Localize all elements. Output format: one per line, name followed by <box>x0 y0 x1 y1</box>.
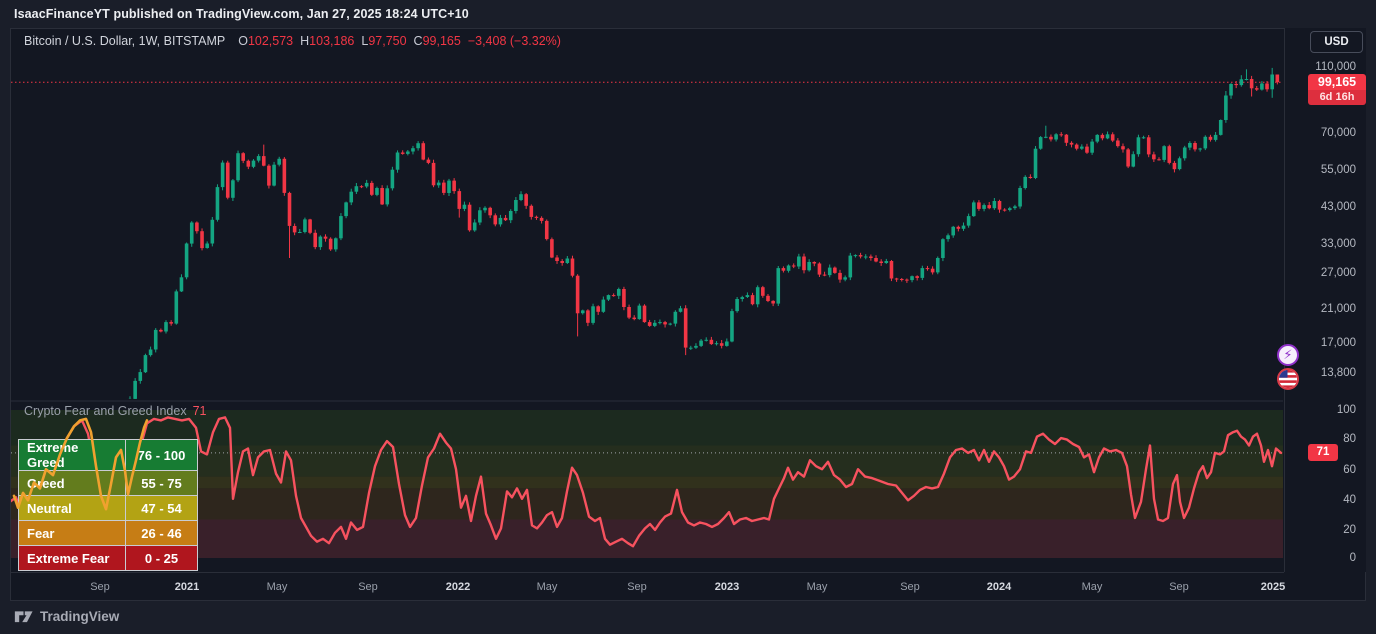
fng-zone-name: Extreme Greed <box>18 439 126 471</box>
axis-tick-label: 55,000 <box>1320 164 1356 176</box>
time-tick-label: 2021 <box>174 581 200 593</box>
fng-legend-row: Neutral 47 - 54 <box>18 495 198 521</box>
time-tick-label: Sep <box>90 581 110 593</box>
axis-tick-label: 60 <box>1343 464 1356 476</box>
ohlc-label: H <box>300 34 310 48</box>
bar-countdown: 6d 16h <box>1308 90 1366 106</box>
time-tick-label: 2025 <box>1260 581 1286 593</box>
tradingview-logo-text: TradingView <box>40 609 120 624</box>
fng-zone-bands <box>11 410 1283 558</box>
fng-legend-row: Fear 26 - 46 <box>18 520 198 546</box>
ohlc-value: 99,165 <box>422 34 461 48</box>
fng-zone-name: Extreme Fear <box>18 545 126 571</box>
boost-lightning-icon[interactable]: ⚡ <box>1277 344 1299 366</box>
axis-tick-label: 17,000 <box>1320 337 1356 349</box>
axis-tick-label: 27,000 <box>1320 267 1356 279</box>
fng-zone-range: 55 - 75 <box>125 470 198 496</box>
time-tick-label: May <box>1081 581 1103 593</box>
currency-toggle-button[interactable]: USD <box>1310 31 1363 53</box>
axis-tick-label: 13,800 <box>1320 367 1356 379</box>
fng-zone-name: Neutral <box>18 495 126 521</box>
time-tick-label: Sep <box>358 581 378 593</box>
fng-legend-table: Extreme Greed 76 - 100 Greed 55 - 75 Neu… <box>18 439 198 571</box>
price-scale[interactable]: 99,165 6d 16h 71 110,000 70,000 55,000 43,0… <box>1284 28 1366 572</box>
candlestick-series <box>11 67 1283 399</box>
time-tick-label: May <box>806 581 828 593</box>
fng-legend-row: Extreme Greed 76 - 100 <box>18 439 198 471</box>
symbol-ohlc-bar: Bitcoin / U.S. Dollar, 1W, BITSTAMP O102,… <box>24 34 561 48</box>
tradingview-logo-icon <box>14 611 33 623</box>
fng-zone-range: 26 - 46 <box>125 520 198 546</box>
time-axis[interactable]: Sep 2021 May Sep 2022 May Sep 2023 May Sep 2024 May… <box>10 572 1286 601</box>
time-tick-label: 2022 <box>445 581 471 593</box>
fng-zone-name: Greed <box>18 470 126 496</box>
footer-bar: TradingView <box>0 601 1376 634</box>
fng-zone-name: Fear <box>18 520 126 546</box>
ohlc-label: O <box>238 34 248 48</box>
axis-tick-label: 20 <box>1343 524 1356 536</box>
fng-title-text: Crypto Fear and Greed Index <box>24 404 187 418</box>
ohlc-value: 97,750 <box>368 34 407 48</box>
last-price-badge: 99,165 6d 16h <box>1308 74 1366 106</box>
ohlc-readout: O102,573 H103,186 L97,750 C99,165 <box>231 34 461 48</box>
fng-value-badge: 71 <box>1308 444 1338 462</box>
time-tick-label: Sep <box>1169 581 1189 593</box>
time-tick-label: 2024 <box>986 581 1012 593</box>
ohlc-label: C <box>413 34 423 48</box>
time-tick-label: Sep <box>627 581 647 593</box>
axis-tick-label: 33,000 <box>1320 238 1356 250</box>
change-readout: −3,408 (−3.32%) <box>467 34 561 48</box>
tradingview-logo[interactable]: TradingView <box>14 608 119 625</box>
axis-tick-label: 40 <box>1343 494 1356 506</box>
axis-tick-label: 100 <box>1336 404 1356 416</box>
fng-current-value: 71 <box>192 404 207 418</box>
axis-tick-label: 21,000 <box>1320 303 1356 315</box>
axis-tick-label: 70,000 <box>1320 127 1356 139</box>
axis-tick-label: 43,000 <box>1320 201 1356 213</box>
time-tick-label: 2023 <box>714 581 740 593</box>
ohlc-value: 102,573 <box>247 34 294 48</box>
publish-attribution: IsaacFinanceYT published on TradingView.… <box>14 7 469 21</box>
ohlc-label: L <box>361 34 369 48</box>
time-tick-label: May <box>536 581 558 593</box>
fng-legend-row: Greed 55 - 75 <box>18 470 198 496</box>
symbol-title[interactable]: Bitcoin / U.S. Dollar, 1W, BITSTAMP <box>24 34 226 48</box>
fng-line-series <box>11 416 1283 548</box>
fng-pane-title: Crypto Fear and Greed Index 71 <box>24 404 207 418</box>
last-price-value: 99,165 <box>1308 74 1366 91</box>
axis-tick-label: 0 <box>1349 552 1356 564</box>
time-tick-label: May <box>266 581 288 593</box>
time-tick-label: Sep <box>900 581 920 593</box>
us-flag-avatar-icon[interactable] <box>1277 368 1299 390</box>
us-flag-graphic <box>1279 370 1297 388</box>
axis-tick-label: 110,000 <box>1315 61 1356 73</box>
fng-zone-range: 0 - 25 <box>125 545 198 571</box>
fng-zone-range: 76 - 100 <box>125 439 198 471</box>
ohlc-value: 103,186 <box>309 34 355 48</box>
axis-tick-label: 80 <box>1343 433 1356 445</box>
fng-zone-range: 47 - 54 <box>125 495 198 521</box>
fng-legend-row: Extreme Fear 0 - 25 <box>18 545 198 571</box>
